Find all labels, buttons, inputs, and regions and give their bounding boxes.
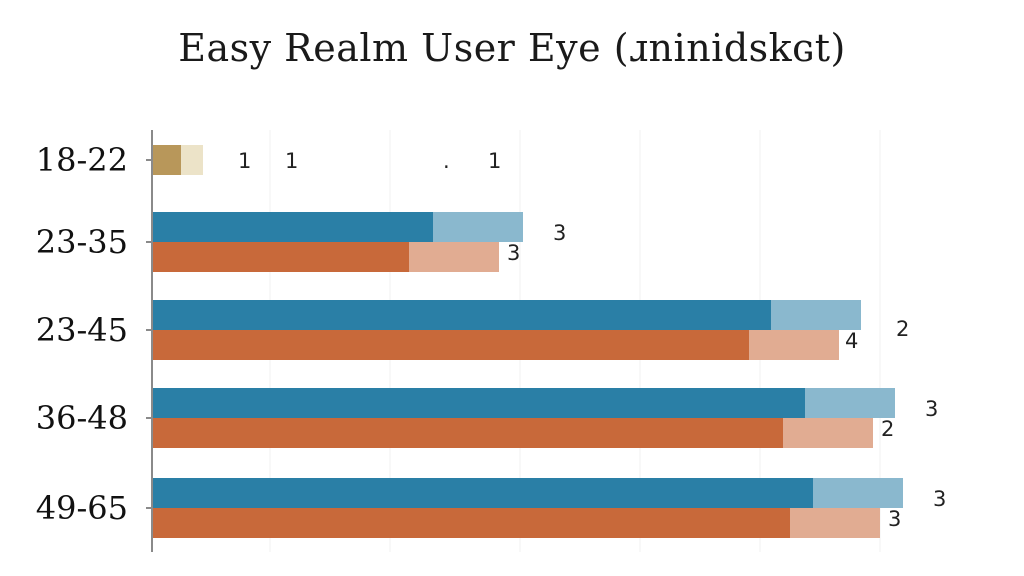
data-label: 1: [238, 149, 251, 173]
data-label: 4: [845, 329, 858, 353]
bar-series-2: [153, 418, 873, 448]
bar-series-2: [153, 330, 839, 360]
data-label: 3: [888, 507, 901, 531]
bar-series-1: [153, 388, 895, 418]
data-label: 2: [881, 417, 894, 441]
bar-series-1: [153, 478, 903, 508]
bar-series-2: [153, 508, 880, 538]
bar-series-1-fade: [433, 212, 523, 242]
data-label: 2: [896, 317, 909, 341]
category-label: 23-45: [36, 311, 128, 349]
bar: [181, 145, 203, 175]
data-label: 3: [507, 241, 520, 265]
category-label: 18-22: [36, 141, 128, 179]
bar-series-1-fade: [771, 300, 861, 330]
chart-title: Easy Realm User Eye (ɹninidskɢt): [178, 26, 846, 70]
category-label: 49-65: [36, 489, 128, 527]
bar: [153, 145, 181, 175]
bar-series-2-fade: [409, 242, 499, 272]
data-label: 3: [553, 221, 566, 245]
bar-series-2-fade: [783, 418, 873, 448]
bar-series-1-fade: [813, 478, 903, 508]
data-label: 1: [285, 149, 298, 173]
bar-series-1: [153, 300, 861, 330]
data-label: 1: [488, 149, 501, 173]
data-label: 3: [925, 397, 938, 421]
data-label: 3: [933, 487, 946, 511]
category-label: 36-48: [36, 399, 128, 437]
bar-series-2-fade: [790, 508, 880, 538]
bar-series-2-fade: [749, 330, 839, 360]
data-label: .: [443, 149, 450, 173]
bar-series-1-fade: [805, 388, 895, 418]
bar-series-1: [153, 212, 523, 242]
bar-series-2: [153, 242, 499, 272]
category-label: 23-35: [36, 223, 128, 261]
